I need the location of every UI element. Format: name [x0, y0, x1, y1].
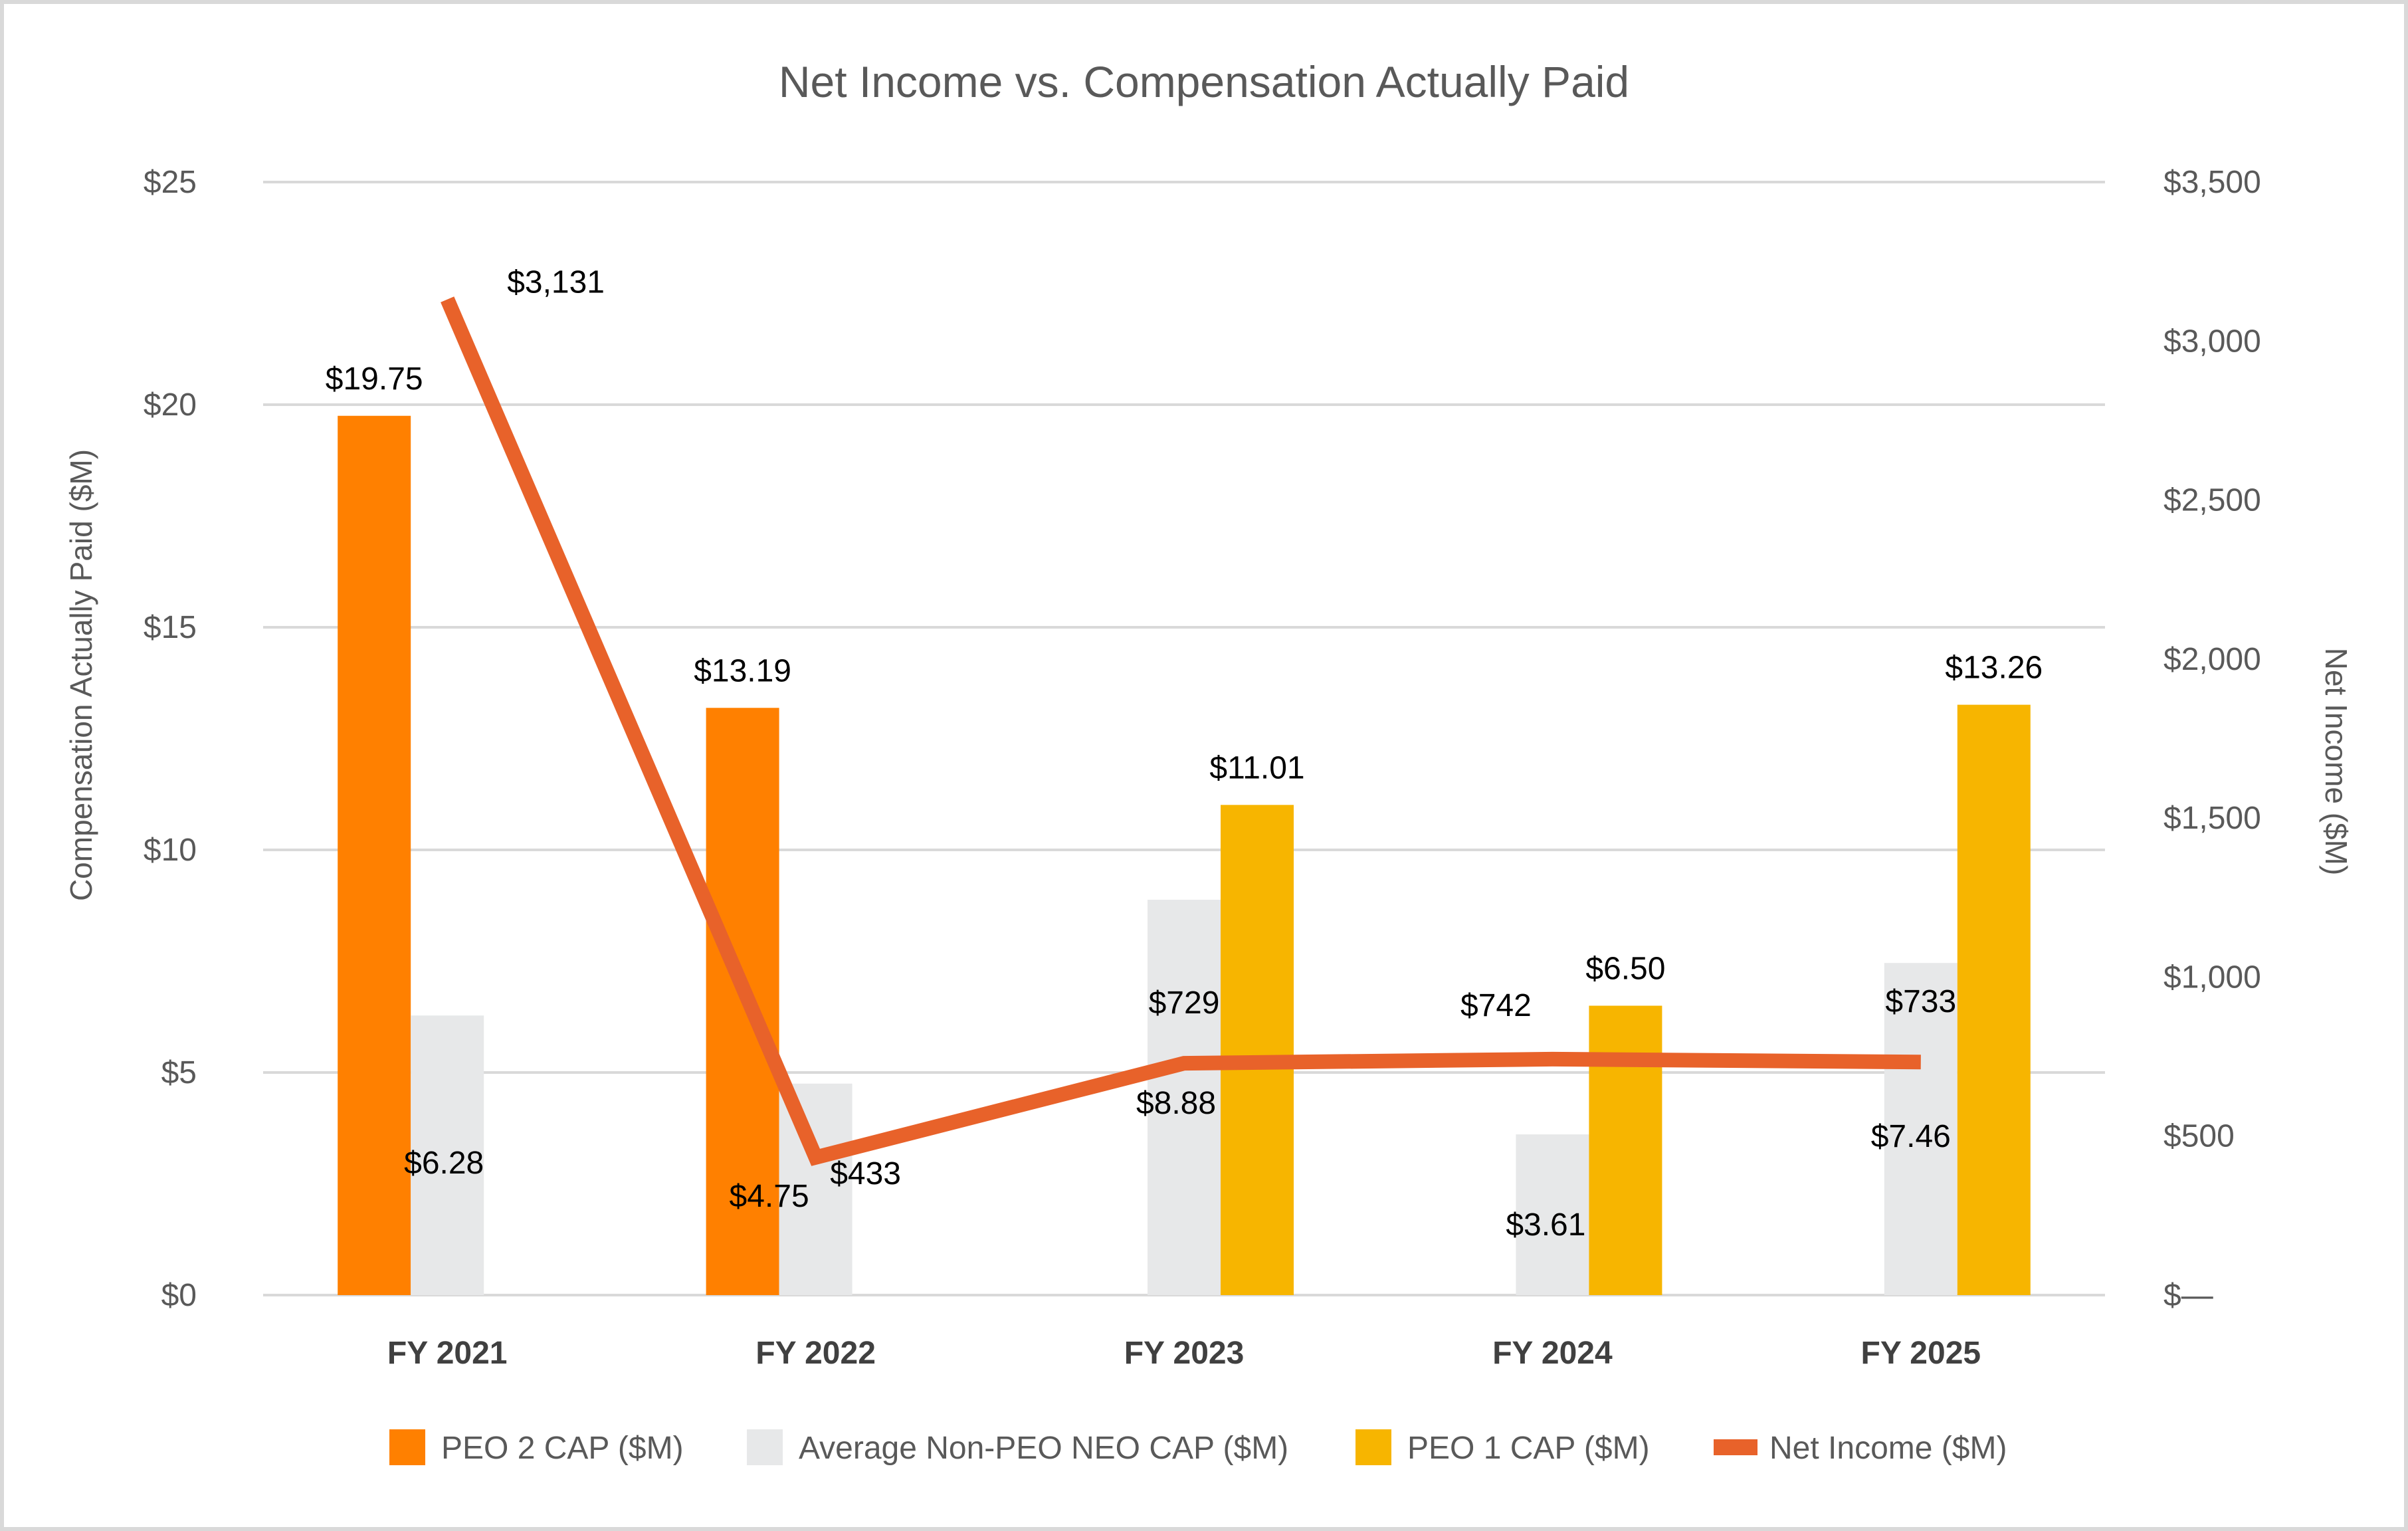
chart-canvas: Net Income vs. Compensation Actually Pai… — [64, 57, 2354, 1466]
y2-tick-label: $1,500 — [2163, 801, 2261, 836]
y-tick-label: $25 — [144, 165, 197, 200]
peo-1-cap-m-bar — [1221, 805, 1294, 1295]
y2-tick-label: $1,000 — [2163, 960, 2261, 995]
peo-2-cap-m-label: $19.75 — [326, 361, 423, 397]
average-non-peo-neo-cap-m-label: $6.28 — [404, 1146, 484, 1181]
y2-axis-title: Net Income ($M) — [2319, 648, 2354, 876]
x-tick-label: FY 2023 — [1124, 1336, 1245, 1371]
net-income-label: $742 — [1460, 988, 1532, 1023]
net-income-label: $733 — [1885, 984, 1956, 1019]
legend-label-peo-1-cap-m: PEO 1 CAP ($M) — [1407, 1431, 1650, 1466]
legend-swatch-peo-1-cap-m — [1355, 1429, 1391, 1465]
average-non-peo-neo-cap-m-bar — [1884, 963, 1957, 1295]
net-income-label: $729 — [1149, 985, 1220, 1021]
peo-1-cap-m-label: $6.50 — [1585, 952, 1665, 987]
y2-tick-label: $3,500 — [2163, 165, 2261, 200]
legend-label-average-non-peo-neo-cap-m: Average Non-PEO NEO CAP ($M) — [799, 1431, 1288, 1466]
legend: PEO 2 CAP ($M) Average Non-PEO NEO CAP ($… — [389, 1429, 2007, 1466]
y-tick-label: $0 — [161, 1278, 197, 1313]
y-tick-label: $5 — [161, 1055, 197, 1090]
y-axis-title: Compensation Actually Paid ($M) — [64, 449, 98, 901]
legend-swatch-peo-2-cap-m — [389, 1429, 425, 1465]
gridlines — [263, 181, 2105, 1296]
y2-tick-label: $3,000 — [2163, 324, 2261, 359]
peo-2-cap-m-bar — [338, 415, 411, 1295]
average-non-peo-neo-cap-m-bar — [1148, 900, 1221, 1295]
net-income-label: $3,131 — [507, 265, 605, 300]
net-income-label: $433 — [830, 1156, 901, 1191]
bars — [338, 415, 2031, 1295]
axes: $0 $5 $10 $15 $20 $25 $— $500 $1,000 $1,500 $2,000… — [144, 165, 2261, 1371]
x-tick-label: FY 2025 — [1861, 1336, 1981, 1371]
data-labels: $19.75 $13.19 $6.28 $4.75 $8.88 $3.61 $7.46 $11… — [326, 265, 2043, 1243]
y2-tick-label: $500 — [2163, 1119, 2235, 1154]
y-tick-label: $15 — [144, 610, 197, 645]
net-income-line-layer — [441, 296, 1921, 1166]
average-non-peo-neo-cap-m-label: $3.61 — [1506, 1207, 1585, 1243]
peo-1-cap-m-bar — [1957, 704, 2031, 1295]
x-tick-label: FY 2021 — [387, 1336, 508, 1371]
legend-label-net-income-m: Net Income ($M) — [1769, 1431, 2007, 1466]
y-tick-label: $20 — [144, 387, 197, 423]
peo-2-cap-m-label: $13.19 — [694, 653, 791, 688]
average-non-peo-neo-cap-m-bar — [411, 1015, 484, 1295]
peo-1-cap-m-label: $13.26 — [1945, 651, 2043, 686]
y2-tick-label: $— — [2163, 1278, 2213, 1313]
x-tick-label: FY 2022 — [755, 1336, 876, 1371]
y-tick-label: $10 — [144, 833, 197, 868]
average-non-peo-neo-cap-m-label: $8.88 — [1136, 1086, 1216, 1121]
peo-1-cap-m-bar — [1589, 1005, 1662, 1295]
average-non-peo-neo-cap-m-bar — [1516, 1134, 1589, 1295]
y2-tick-label: $2,000 — [2163, 642, 2261, 677]
legend-label-peo-2-cap-m: PEO 2 CAP ($M) — [441, 1431, 684, 1466]
chart-title: Net Income vs. Compensation Actually Pai… — [779, 57, 1629, 106]
average-non-peo-neo-cap-m-label: $4.75 — [730, 1179, 809, 1214]
y2-tick-label: $2,500 — [2163, 483, 2261, 518]
legend-swatch-net-income — [1714, 1439, 1757, 1455]
peo-1-cap-m-label: $11.01 — [1209, 750, 1304, 785]
average-non-peo-neo-cap-m-label: $7.46 — [1871, 1119, 1951, 1154]
x-tick-label: FY 2024 — [1492, 1336, 1613, 1371]
legend-swatch-average-non-peo-neo-cap-m — [747, 1429, 783, 1465]
